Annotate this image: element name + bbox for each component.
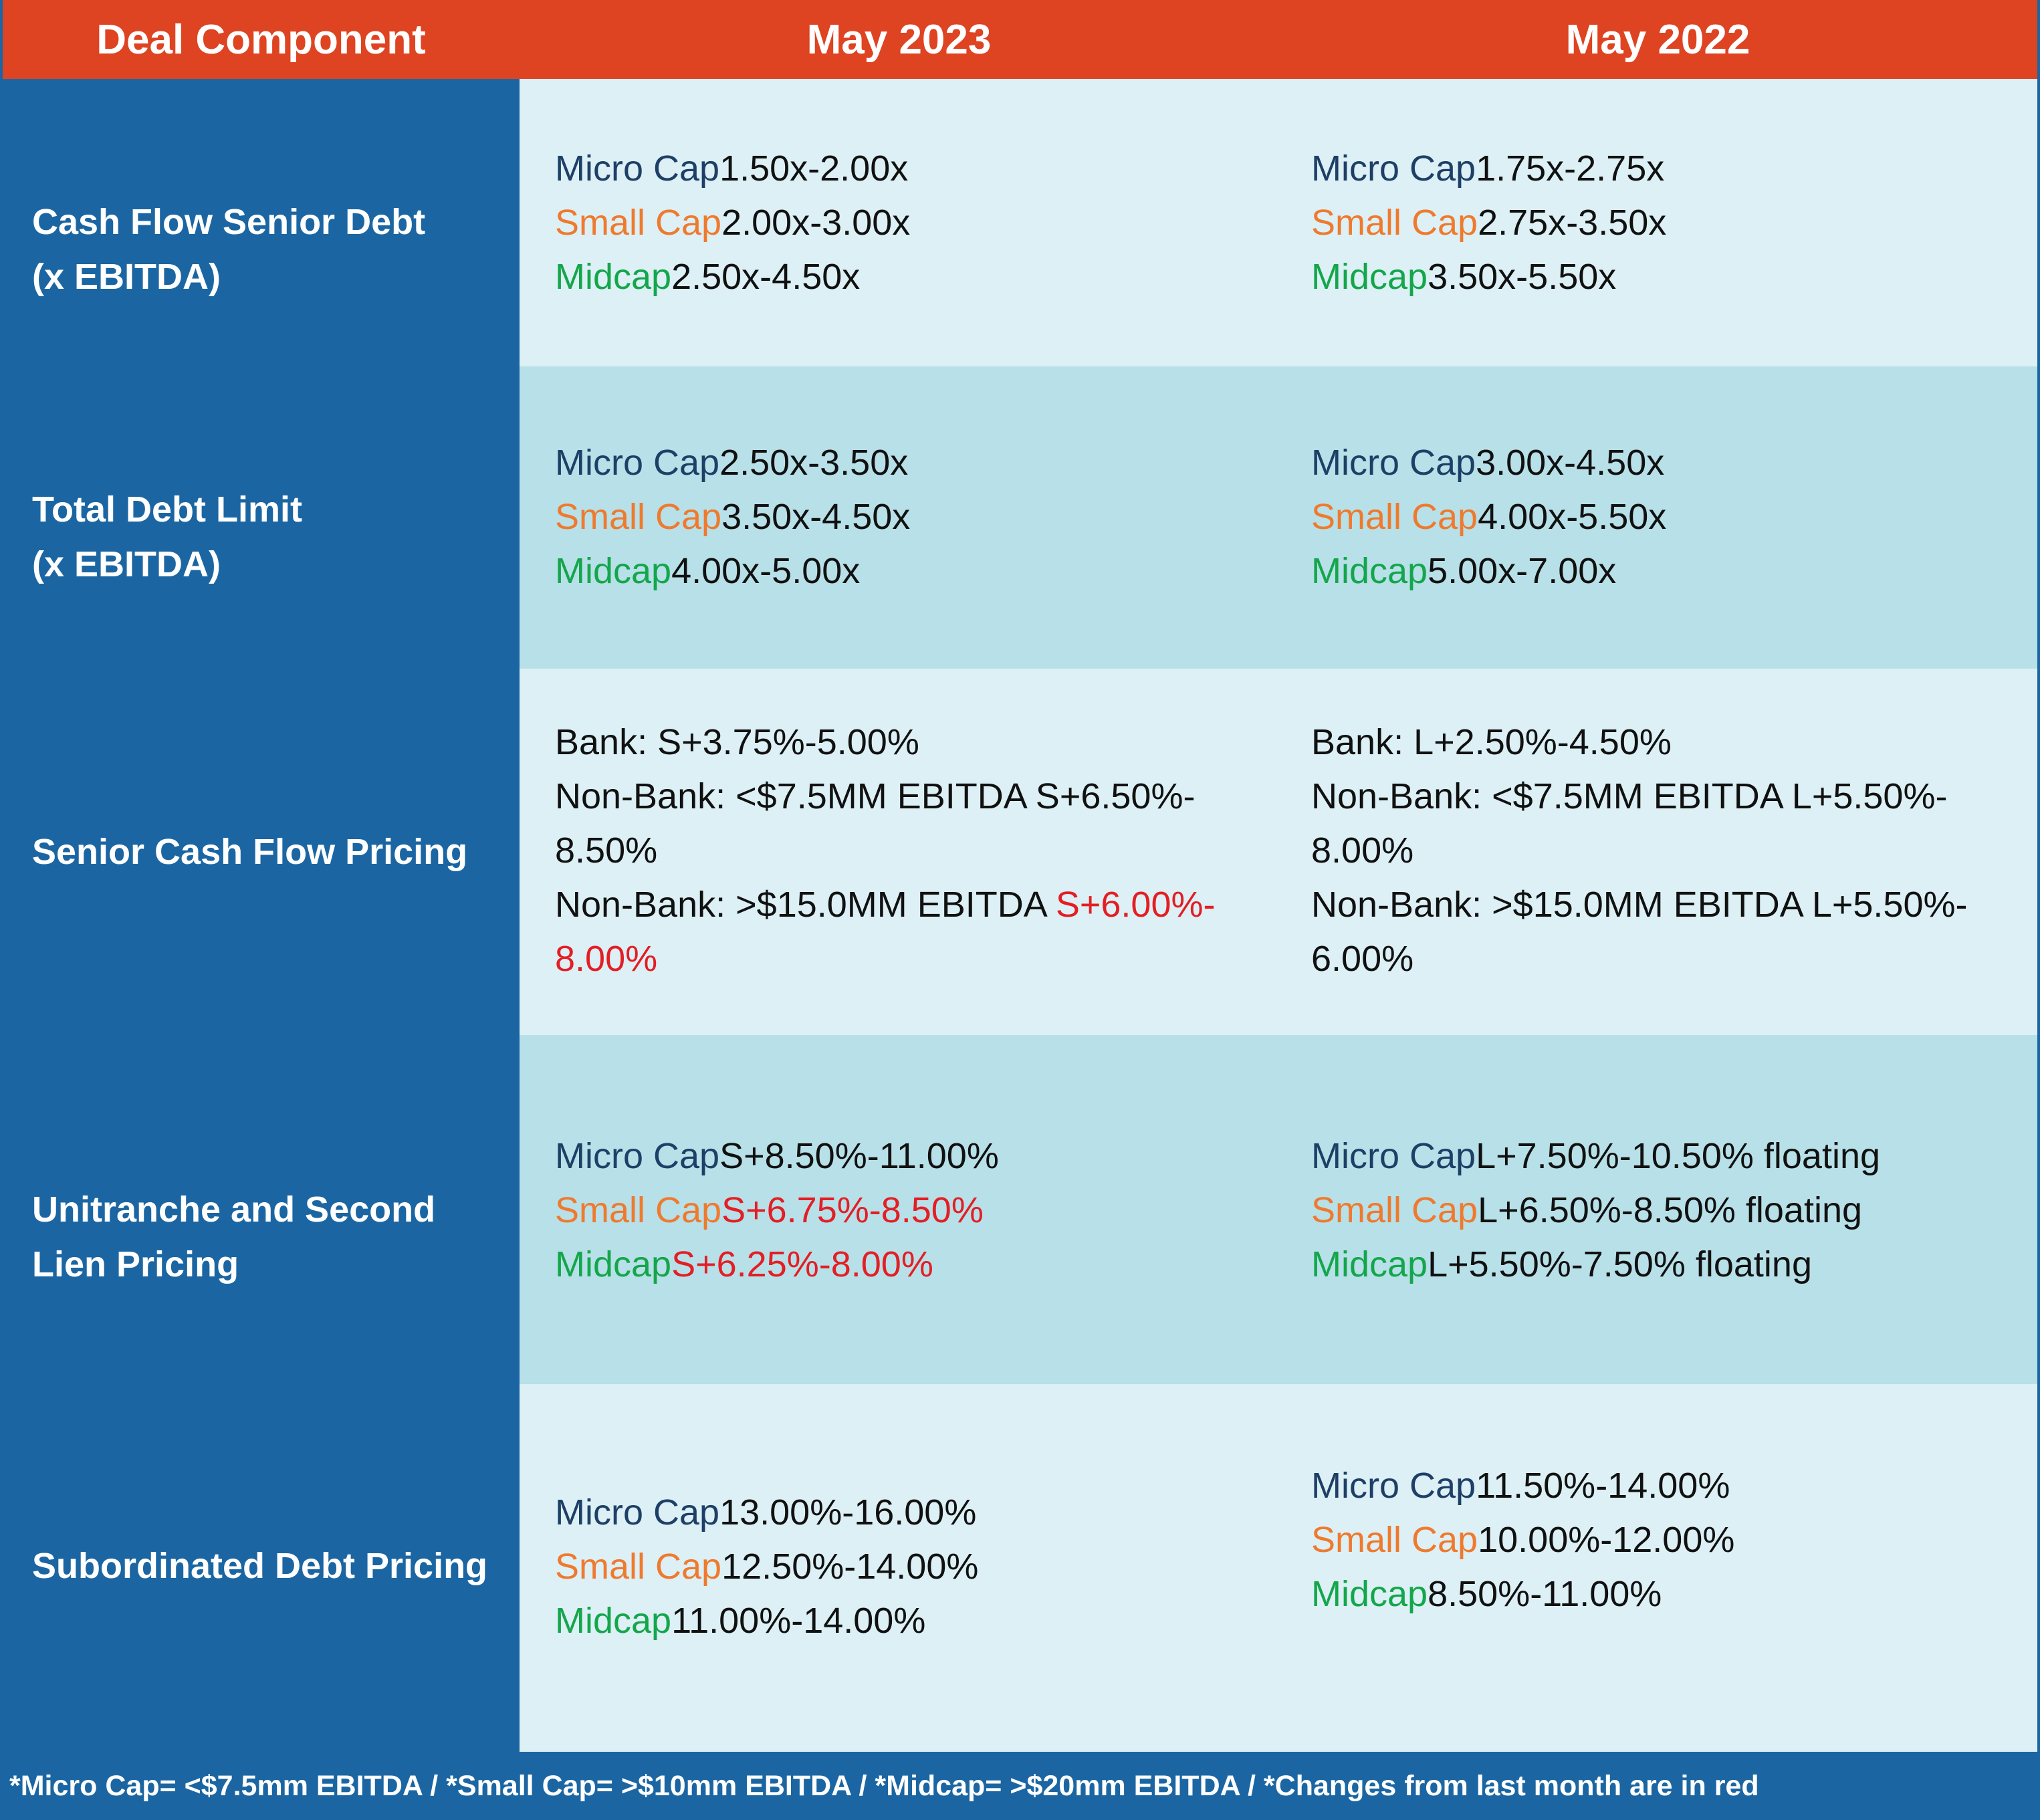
value-mid: 5.00x-7.00x [1428, 550, 1617, 591]
non-bank-large-pricing: Non-Bank: >$15.0MM EBITDA L+5.50%- [1311, 885, 1968, 925]
midcap-label: Midcap [555, 550, 672, 591]
table-row [520, 1035, 2037, 1384]
value-small: 2.75x-3.50x [1478, 202, 1667, 243]
cell-unitranche-2022: Micro CapL+7.50%-10.50% floating Small C… [1311, 1076, 2033, 1344]
header-may-2022: May 2022 [1565, 16, 1750, 63]
value-mid: 4.00x-5.00x [671, 550, 861, 591]
value-micro: 3.00x-4.50x [1476, 442, 1665, 483]
value-mid: 3.50x-5.50x [1428, 256, 1617, 297]
non-bank-small-pricing: Non-Bank: <$7.5MM EBITDA S+6.50%- [555, 776, 1196, 816]
bank-pricing: Bank: S+3.75%-5.00% [555, 722, 919, 762]
value-small: L+6.50%-8.50% floating [1478, 1189, 1863, 1230]
table-row [520, 1384, 2037, 1752]
micro-cap-label: Micro Cap [1311, 1135, 1476, 1176]
non-bank-large-pricing: Non-Bank: >$15.0MM EBITDA S+6.00%- [555, 885, 1216, 925]
header-may-2023: May 2023 [806, 16, 992, 63]
micro-cap-label: Micro Cap [1311, 148, 1476, 189]
row-label-unitranche-second-lien: Unitranche and Second Lien Pricing [32, 1189, 436, 1284]
cell-cash-flow-senior-debt-2023: Micro Cap1.50x-2.00x Small Cap2.00x-3.00… [555, 89, 1264, 356]
cell-total-debt-limit-2022: Micro Cap3.00x-4.50x Small Cap4.00x-5.50… [1311, 383, 2033, 651]
value-mid: 2.50x-4.50x [671, 256, 861, 297]
cell-unitranche-2023: Micro CapS+8.50%-11.00% Small CapS+6.75%… [555, 1076, 1264, 1344]
changed-value: S+6.25%-8.00% [671, 1244, 933, 1284]
midcap-label: Midcap [555, 1244, 672, 1284]
midcap-label: Midcap [1311, 550, 1428, 591]
midcap-label: Midcap [1311, 1244, 1428, 1284]
bank-pricing: Bank: L+2.50%-4.50% [1311, 722, 1672, 762]
footnote: *Micro Cap= <$7.5mm EBITDA / *Small Cap=… [3, 1752, 2037, 1820]
table-row [520, 366, 2037, 669]
table-row [520, 79, 2037, 366]
value-micro: 13.00%-16.00% [719, 1492, 977, 1532]
cell-senior-cash-flow-pricing-2023: Bank: S+3.75%-5.00% Non-Bank: <$7.5MM EB… [555, 715, 1264, 986]
changed-value: S+6.75%-8.50% [721, 1189, 984, 1230]
row-label-senior-cash-flow-pricing: Senior Cash Flow Pricing [32, 832, 468, 872]
cell-subordinated-2023: Micro Cap13.00%-16.00% Small Cap12.50%-1… [555, 1433, 1264, 1700]
value-micro: 11.50%-14.00% [1476, 1465, 1730, 1506]
cell-total-debt-limit-2023: Micro Cap2.50x-3.50x Small Cap3.50x-4.50… [555, 383, 1264, 651]
table-row [520, 669, 2037, 1035]
value-micro: 1.75x-2.75x [1476, 148, 1665, 189]
small-cap-label: Small Cap [1311, 1519, 1478, 1560]
row-label-subordinated-debt-pricing: Subordinated Debt Pricing [32, 1546, 488, 1586]
cell-cash-flow-senior-debt-2022: Micro Cap1.75x-2.75x Small Cap2.75x-3.50… [1311, 89, 2033, 356]
value-small: 3.50x-4.50x [721, 496, 911, 537]
cell-senior-cash-flow-pricing-2022: Bank: L+2.50%-4.50% Non-Bank: <$7.5MM EB… [1311, 715, 2033, 986]
small-cap-label: Small Cap [555, 202, 722, 243]
small-cap-label: Small Cap [555, 496, 722, 537]
micro-cap-label: Micro Cap [555, 1135, 720, 1176]
small-cap-label: Small Cap [555, 1546, 722, 1587]
small-cap-label: Small Cap [1311, 496, 1478, 537]
midcap-label: Midcap [1311, 1573, 1428, 1614]
value-micro: L+7.50%-10.50% floating [1476, 1135, 1881, 1176]
value-micro: S+8.50%-11.00% [719, 1135, 999, 1176]
value-micro: 1.50x-2.00x [719, 148, 909, 189]
value-micro: 2.50x-3.50x [719, 442, 909, 483]
cell-subordinated-2022: Micro Cap11.50%-14.00% Small Cap10.00%-1… [1311, 1406, 2033, 1674]
micro-cap-label: Micro Cap [1311, 1465, 1476, 1506]
row-label-cash-flow-senior-debt: Cash Flow Senior Debt (x EBITDA) [32, 202, 426, 297]
midcap-label: Midcap [1311, 256, 1428, 297]
midcap-label: Midcap [555, 1600, 672, 1641]
table-header: Deal Component May 2023 May 2022 [3, 0, 2037, 79]
micro-cap-label: Micro Cap [1311, 442, 1476, 483]
header-deal-component: Deal Component [96, 16, 426, 63]
midcap-label: Midcap [555, 256, 672, 297]
value-small: 12.50%-14.00% [721, 1546, 979, 1587]
micro-cap-label: Micro Cap [555, 1492, 720, 1532]
changed-value: 8.00% [555, 939, 658, 979]
micro-cap-label: Micro Cap [555, 148, 720, 189]
small-cap-label: Small Cap [1311, 1189, 1478, 1230]
micro-cap-label: Micro Cap [555, 442, 720, 483]
non-bank-small-pricing: Non-Bank: <$7.5MM EBITDA L+5.50%- [1311, 776, 1948, 816]
value-small: 2.00x-3.00x [721, 202, 911, 243]
value-small: 10.00%-12.00% [1478, 1519, 1735, 1560]
deal-component-column [3, 79, 520, 1752]
changed-value: S+6.00%- [1055, 885, 1216, 925]
value-mid: L+5.50%-7.50% floating [1428, 1244, 1812, 1284]
row-label-total-debt-limit: Total Debt Limit (x EBITDA) [32, 489, 302, 584]
small-cap-label: Small Cap [1311, 202, 1478, 243]
value-mid: 8.50%-11.00% [1428, 1573, 1662, 1614]
value-small: 4.00x-5.50x [1478, 496, 1667, 537]
small-cap-label: Small Cap [555, 1189, 722, 1230]
value-mid: 11.00%-14.00% [671, 1600, 926, 1641]
